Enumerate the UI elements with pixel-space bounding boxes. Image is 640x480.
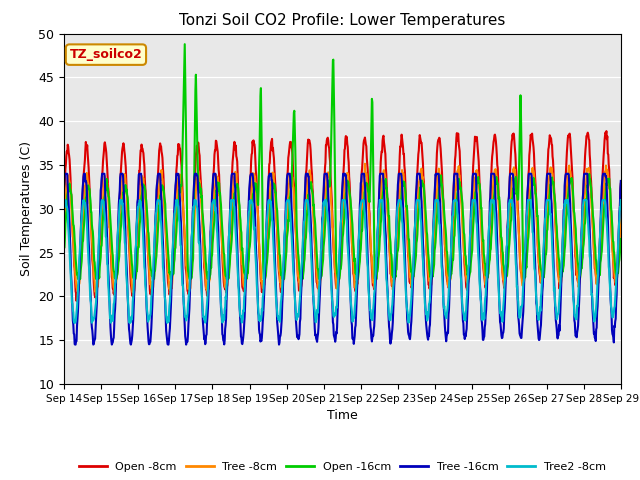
Tree -16cm [303, 171, 310, 177]
Tree -8cm [361, 161, 369, 167]
Tree -16cm [61, 171, 69, 177]
Y-axis label: Soil Temperatures (C): Soil Temperatures (C) [20, 141, 33, 276]
Tree -16cm [365, 293, 373, 299]
Tree -8cm [365, 213, 373, 218]
Line: Tree -8cm: Tree -8cm [64, 164, 621, 296]
Tree -16cm [354, 278, 362, 284]
Open -8cm [302, 170, 310, 176]
Tree -8cm [154, 195, 162, 201]
Tree -16cm [60, 184, 68, 190]
Open -16cm [60, 246, 68, 252]
Open -8cm [248, 150, 256, 156]
Tree -8cm [617, 217, 625, 223]
Tree -8cm [302, 213, 310, 218]
Open -16cm [354, 276, 362, 282]
Tree2 -8cm [70, 320, 78, 325]
Text: TZ_soilco2: TZ_soilco2 [70, 48, 142, 61]
Open -16cm [617, 236, 625, 242]
Open -16cm [365, 198, 373, 204]
Open -16cm [249, 201, 257, 206]
Tree2 -8cm [353, 266, 361, 272]
Open -8cm [603, 128, 611, 134]
Open -16cm [303, 225, 310, 231]
Tree -16cm [155, 171, 163, 177]
Open -8cm [365, 191, 372, 196]
Title: Tonzi Soil CO2 Profile: Lower Temperatures: Tonzi Soil CO2 Profile: Lower Temperatur… [179, 13, 506, 28]
Tree -16cm [249, 171, 257, 177]
Tree -16cm [71, 342, 79, 348]
Tree -8cm [93, 293, 100, 299]
Tree2 -8cm [617, 197, 625, 203]
Tree -16cm [617, 178, 625, 184]
Open -8cm [73, 298, 81, 304]
Tree -8cm [60, 229, 68, 235]
Tree2 -8cm [248, 200, 256, 206]
Tree2 -8cm [134, 205, 142, 211]
X-axis label: Time: Time [327, 409, 358, 422]
Tree -8cm [134, 224, 142, 230]
Line: Open -8cm: Open -8cm [64, 131, 621, 301]
Open -8cm [60, 192, 68, 198]
Line: Open -16cm: Open -16cm [64, 44, 621, 279]
Tree -8cm [248, 183, 256, 189]
Open -16cm [134, 244, 142, 250]
Open -16cm [181, 41, 189, 47]
Open -16cm [74, 276, 82, 282]
Tree2 -8cm [302, 197, 310, 203]
Open -8cm [134, 196, 142, 202]
Tree2 -8cm [60, 197, 68, 203]
Tree -8cm [353, 279, 361, 285]
Tree2 -8cm [365, 289, 372, 295]
Tree -16cm [135, 172, 143, 178]
Open -16cm [154, 220, 162, 226]
Tree2 -8cm [154, 197, 162, 203]
Line: Tree -16cm: Tree -16cm [64, 174, 621, 345]
Open -8cm [353, 275, 361, 281]
Open -8cm [154, 167, 162, 172]
Legend: Open -8cm, Tree -8cm, Open -16cm, Tree -16cm, Tree2 -8cm: Open -8cm, Tree -8cm, Open -16cm, Tree -… [74, 457, 611, 477]
Open -8cm [617, 181, 625, 187]
Line: Tree2 -8cm: Tree2 -8cm [64, 200, 621, 323]
